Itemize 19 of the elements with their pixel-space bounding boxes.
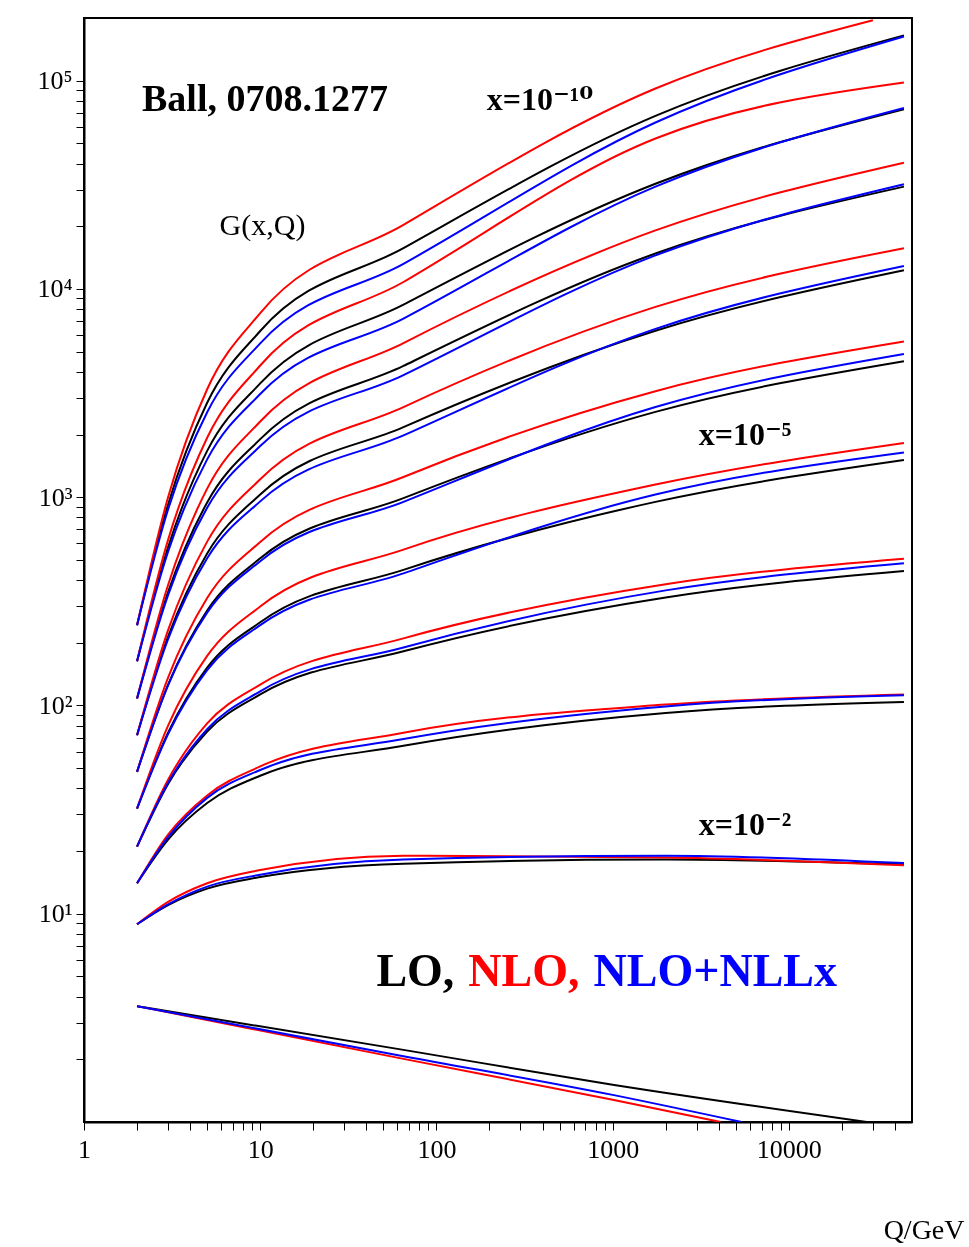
x-axis-title: Q/GeV	[883, 1213, 965, 1245]
annotation: Ball, 0708.1277	[142, 77, 388, 119]
x-tick-label: 10	[247, 1134, 274, 1164]
y-tick-label: 10⁵	[37, 66, 73, 96]
x-tick-label: 1	[78, 1134, 91, 1164]
x-tick-label: 1000	[587, 1134, 640, 1164]
text: NLO,	[468, 945, 580, 996]
y-tick-label: 10¹	[38, 899, 73, 929]
x-tick-label: 100	[417, 1134, 457, 1164]
y-tick-label: 10³	[38, 482, 73, 512]
annotation: x=10⁻¹⁰	[486, 81, 594, 117]
annotation: x=10⁻⁵	[698, 416, 792, 452]
y-tick-label: 10⁴	[37, 274, 73, 304]
text: LO,	[376, 945, 455, 996]
annotation: x=10⁻²	[698, 806, 792, 842]
y-tick-label: 10²	[38, 690, 73, 720]
text: NLO+NLLx	[593, 945, 838, 996]
y-axis-title: G(x,Q)	[219, 207, 306, 242]
x-tick-label: 10000	[756, 1134, 822, 1164]
